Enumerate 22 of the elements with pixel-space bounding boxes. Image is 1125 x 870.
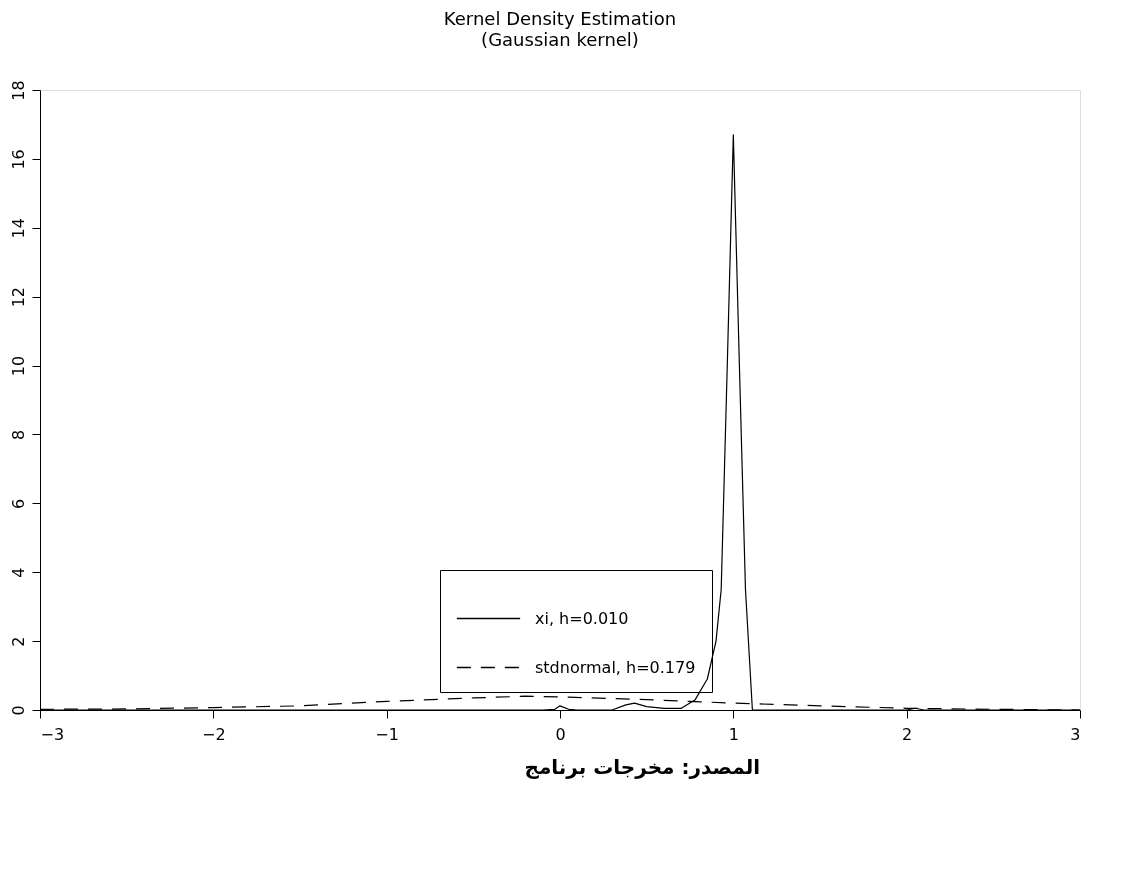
x-tick-label: −1	[375, 724, 399, 744]
text: المصدر: مخرجات برنامج	[524, 755, 760, 779]
x-tick-label: 3	[1070, 724, 1081, 744]
y-tick-label: 18	[8, 80, 28, 101]
legend-label: stdnormal, h=0.179	[535, 657, 696, 677]
y-tick-label: 0	[8, 705, 28, 716]
x-tick-label: 1	[728, 724, 739, 744]
chart-title: Kernel Density Estimation	[443, 7, 677, 29]
chart-subtitle: (Gaussian kernel)	[481, 28, 639, 50]
y-tick-label: 14	[8, 218, 28, 239]
x-tick-label: 0	[555, 724, 566, 744]
x-tick-label: −3	[40, 724, 65, 744]
y-tick-label: 2	[8, 636, 28, 647]
y-tick-label: 16	[8, 149, 28, 170]
y-tick-label: 6	[8, 498, 28, 509]
y-tick-label: 8	[8, 429, 28, 441]
y-tick-label: 4	[8, 567, 28, 578]
legend-label: xi, h=0.010	[535, 608, 629, 628]
x-tick-label: 2	[902, 724, 913, 744]
y-tick-label: 10	[8, 355, 28, 377]
y-tick-label: 12	[8, 286, 28, 308]
x-tick-label: −2	[202, 724, 226, 744]
